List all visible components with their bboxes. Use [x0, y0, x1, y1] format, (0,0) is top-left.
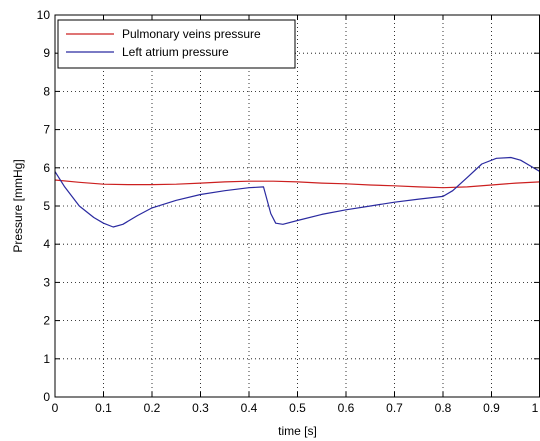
axis-ticks	[54, 14, 540, 398]
x-tick-label: 0.9	[483, 401, 500, 415]
y-tick-label: 2	[43, 314, 50, 328]
x-tick-label: 1	[532, 401, 539, 415]
y-tick-label: 1	[43, 352, 50, 366]
x-tick-label: 0	[52, 401, 59, 415]
legend-label-2: Left atrium pressure	[122, 45, 229, 59]
y-tick-label: 5	[43, 199, 50, 213]
y-tick-label: 3	[43, 275, 50, 289]
y-tick-label: 6	[43, 161, 50, 175]
x-tick-label: 0.2	[144, 401, 161, 415]
x-axis-label: time [s]	[278, 424, 317, 438]
x-tick-label: 0.7	[386, 401, 403, 415]
x-tick-label: 0.3	[192, 401, 209, 415]
x-tick-label: 0.5	[289, 401, 306, 415]
grid	[55, 15, 540, 397]
legend-box	[57, 19, 296, 69]
tick-labels: 0 0.1 0.2 0.3 0.4 0.5 0.6 0.7 0.8 0.9 101234567891…	[37, 8, 539, 415]
y-tick-label: 0	[43, 390, 50, 404]
y-tick-label: 9	[43, 46, 50, 60]
x-tick-label: 0.1	[95, 401, 112, 415]
x-tick-label: 0.6	[338, 401, 355, 415]
x-tick-label: 0.4	[241, 401, 258, 415]
series-line-2	[54, 156, 540, 228]
y-tick-label: 7	[43, 123, 50, 137]
x-tick-label: 0.8	[435, 401, 452, 415]
legend-label-1: Pulmonary veins pressure	[122, 27, 261, 41]
data-series	[54, 156, 540, 228]
y-tick-label: 8	[43, 84, 50, 98]
legend: Pulmonary veins pressure Left atrium pres…	[57, 19, 296, 69]
series-line-1	[54, 179, 540, 189]
y-axis-label: Pressure [mmHg]	[11, 159, 25, 252]
y-tick-label: 10	[37, 8, 51, 22]
y-tick-label: 4	[43, 237, 50, 251]
